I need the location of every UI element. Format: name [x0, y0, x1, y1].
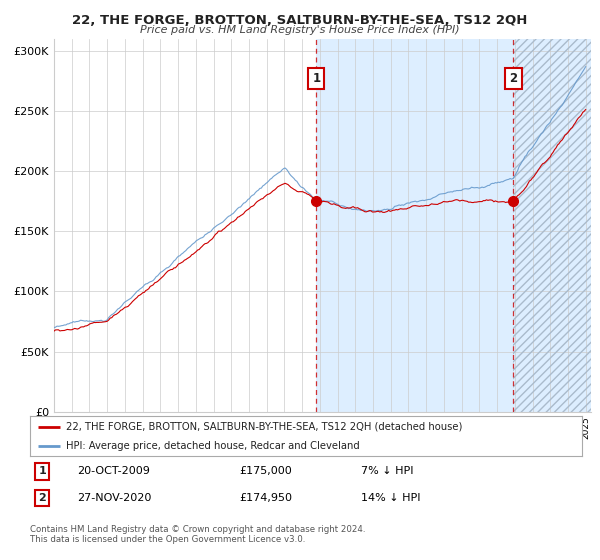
Text: 1: 1: [312, 72, 320, 85]
Text: 2: 2: [38, 493, 46, 503]
Text: 20-OCT-2009: 20-OCT-2009: [77, 466, 150, 477]
Text: This data is licensed under the Open Government Licence v3.0.: This data is licensed under the Open Gov…: [30, 535, 305, 544]
Bar: [316, 39, 514, 412]
Text: 7% ↓ HPI: 7% ↓ HPI: [361, 466, 414, 477]
Text: 2: 2: [509, 72, 517, 85]
Text: 14% ↓ HPI: 14% ↓ HPI: [361, 493, 421, 503]
Text: 22, THE FORGE, BROTTON, SALTBURN-BY-THE-SEA, TS12 2QH (detached house): 22, THE FORGE, BROTTON, SALTBURN-BY-THE-…: [66, 422, 462, 432]
Text: HPI: Average price, detached house, Redcar and Cleveland: HPI: Average price, detached house, Redc…: [66, 441, 359, 450]
Text: £175,000: £175,000: [240, 466, 293, 477]
Text: 27-NOV-2020: 27-NOV-2020: [77, 493, 151, 503]
Bar: [514, 39, 591, 412]
Text: Price paid vs. HM Land Registry's House Price Index (HPI): Price paid vs. HM Land Registry's House …: [140, 25, 460, 35]
Text: 22, THE FORGE, BROTTON, SALTBURN-BY-THE-SEA, TS12 2QH: 22, THE FORGE, BROTTON, SALTBURN-BY-THE-…: [73, 14, 527, 27]
Text: £174,950: £174,950: [240, 493, 293, 503]
Text: 1: 1: [38, 466, 46, 477]
Text: Contains HM Land Registry data © Crown copyright and database right 2024.: Contains HM Land Registry data © Crown c…: [30, 525, 365, 534]
Bar: [514, 39, 591, 412]
